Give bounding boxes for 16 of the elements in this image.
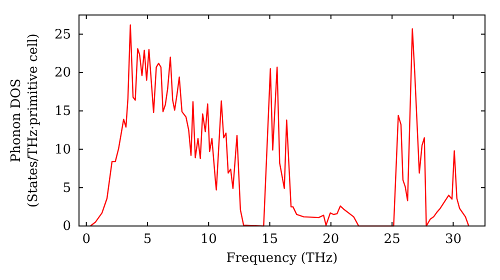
x-tick-label: 25 bbox=[384, 232, 400, 248]
x-tick-label: 20 bbox=[322, 232, 340, 248]
x-tick-label: 15 bbox=[262, 232, 278, 248]
y-tick-label: 0 bbox=[62, 219, 71, 234]
y-tick-label: 25 bbox=[54, 27, 71, 42]
y-axis-title: Phonon DOS (States/THz·primitive cell) bbox=[9, 33, 41, 208]
x-tick-label: 10 bbox=[200, 232, 217, 248]
x-tick-label: 30 bbox=[444, 232, 462, 248]
x-tick-label: 5 bbox=[143, 232, 152, 248]
y-tick-label: 5 bbox=[62, 180, 71, 196]
x-tick-label: 0 bbox=[82, 232, 90, 248]
x-axis-title: Frequency (THz) bbox=[226, 251, 338, 266]
y-tick-label: 15 bbox=[54, 104, 71, 120]
y-tick-label: 20 bbox=[54, 66, 71, 81]
line-series bbox=[90, 24, 470, 227]
y-tick-label: 10 bbox=[54, 142, 71, 158]
